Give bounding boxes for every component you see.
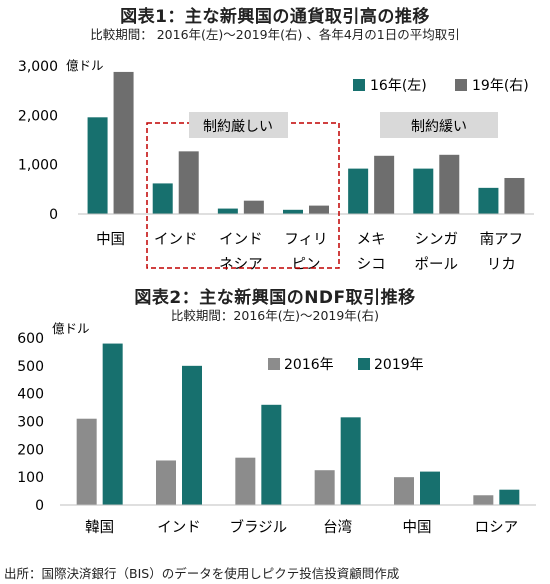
x-category-label: 中国 — [96, 231, 125, 248]
y-tick-label: 400 — [17, 387, 44, 403]
legend-swatch-2016 — [268, 358, 280, 370]
x-category-label: フィリ — [284, 232, 327, 248]
bar-first-series — [235, 457, 256, 505]
legend-label-2019: 2019年 — [374, 357, 424, 373]
x-category-label: インド — [219, 232, 263, 248]
bar-second-series — [374, 155, 395, 214]
legend-swatch-2019 — [455, 79, 467, 91]
bar-second-series — [420, 471, 440, 505]
bar-first-series — [394, 477, 414, 505]
x-category-label: シコ — [357, 257, 386, 273]
x-category-label: 中国 — [403, 519, 432, 536]
x-category-label: 韓国 — [85, 519, 114, 536]
legend-label-2016: 16年(左) — [370, 78, 427, 94]
x-category-label: インド — [157, 520, 201, 536]
bar-second-series — [243, 200, 264, 214]
legend-label-2016: 2016年 — [284, 357, 334, 373]
bar-first-series — [314, 470, 335, 505]
bar-first-series — [87, 117, 108, 214]
bar-first-series — [76, 418, 97, 505]
bar-second-series — [504, 177, 525, 214]
bar-second-series — [499, 489, 520, 505]
bar-first-series — [283, 209, 303, 214]
legend-swatch-2019 — [358, 358, 370, 370]
bar-second-series — [113, 71, 134, 214]
strict-callout-bg — [189, 112, 288, 138]
figure1-title: 図表1：主な新興国の通貨取引高の推移 — [120, 7, 430, 27]
x-category-label: ポール — [415, 256, 459, 273]
y-tick-label: 0 — [49, 207, 58, 223]
figure1-subtitle: 比較期間： 2016年(左)～2019年(右) 、各年4月の1日の平均取引 — [90, 27, 460, 42]
bar-second-series — [178, 151, 199, 214]
y-tick-label: 0 — [35, 498, 44, 514]
figure1-unit-label: 億ドル — [66, 58, 104, 73]
y-tick-label: 3,000 — [18, 59, 58, 75]
y-tick-label: 1,000 — [18, 158, 58, 174]
legend-label-2019: 19年(右) — [472, 78, 529, 94]
y-tick-label: 600 — [17, 331, 44, 347]
y-tick-label: 200 — [17, 442, 44, 458]
figure2-title: 図表2：主な新興国のNDF取引推移 — [134, 288, 416, 308]
bar-first-series — [152, 183, 173, 214]
y-tick-label: 500 — [17, 359, 44, 375]
x-category-label: リカ — [487, 257, 516, 273]
x-category-label: ロシア — [475, 520, 519, 536]
loose-callout-label: 制約緩い — [411, 119, 467, 135]
strict-callout-label: 制約厳しい — [203, 119, 273, 135]
x-category-label: 南アフ — [480, 231, 524, 248]
bar-second-series — [439, 154, 460, 214]
bar-first-series — [473, 495, 494, 505]
legend-swatch-2016 — [353, 79, 365, 91]
figure2-unit-label: 億ドル — [52, 321, 90, 336]
x-category-label: 台湾 — [323, 519, 352, 536]
x-category-label: シンガ — [415, 231, 459, 248]
bar-first-series — [348, 168, 369, 214]
y-tick-label: 300 — [17, 415, 44, 431]
bar-second-series — [182, 365, 202, 505]
x-category-label: インド — [154, 232, 198, 248]
x-category-label: メキ — [357, 232, 386, 248]
source-note: 出所：国際決済銀行（BIS）のデータを使用しピクテ投信投資顧問作成 — [4, 566, 400, 581]
figure2-subtitle: 比較期間：2016年(左)～2019年(右) — [170, 308, 380, 323]
bar-first-series — [217, 208, 238, 214]
bar-second-series — [102, 343, 123, 505]
y-tick-label: 100 — [17, 470, 44, 486]
loose-callout-bg — [380, 112, 498, 138]
bar-second-series — [309, 205, 329, 214]
y-tick-label: 2,000 — [18, 108, 58, 124]
x-category-label: ブラジル — [229, 518, 287, 536]
figure2-chart: 0 100 200 300 400 500 600 韓国 インド ブラジル 台湾 中国 ロシア 億ドル… — [17, 321, 536, 536]
bar-first-series — [413, 168, 434, 214]
bar-first-series — [478, 187, 499, 214]
bar-second-series — [340, 417, 361, 505]
bar-first-series — [156, 460, 176, 505]
bar-second-series — [261, 404, 282, 505]
